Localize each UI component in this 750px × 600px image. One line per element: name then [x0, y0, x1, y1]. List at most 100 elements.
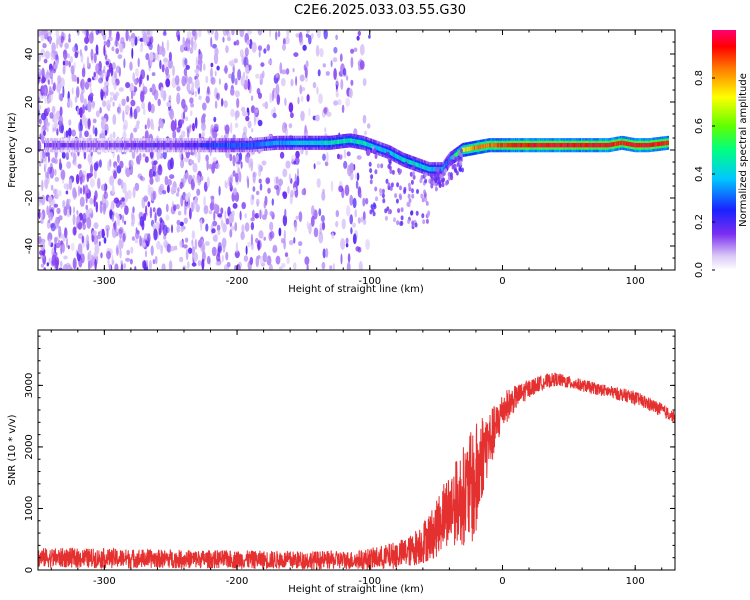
spectrogram-ridge-segment [516, 143, 519, 148]
spectrogram-ridge-segment [372, 144, 374, 149]
spectrogram-ridge-segment [401, 157, 404, 162]
spectrogram-noise-blob [247, 30, 252, 35]
spectrogram-noise-blob [91, 100, 95, 110]
x-tick-label: 0 [499, 576, 505, 587]
spectrogram-scatter-blob [393, 217, 396, 223]
spectrogram-ridge-segment [557, 143, 560, 148]
spectrogram-ridge-segment [595, 143, 598, 148]
spectrogram-noise-blob [254, 213, 260, 219]
spectrogram-ridge-segment [457, 151, 459, 156]
spectrogram-noise-blob [296, 175, 300, 186]
spectrogram-ridge-segment [194, 143, 197, 148]
spectrogram-ridge-segment [629, 142, 631, 147]
spectrogram-noise-blob [102, 203, 106, 215]
spectrogram-ridge-segment [298, 140, 301, 145]
spectrogram-noise-blob [357, 30, 361, 36]
spectrogram-ridge-segment [546, 143, 549, 148]
spectrogram-noise-blob [217, 213, 223, 218]
spectrogram-scatter-blob [412, 164, 416, 170]
spectrogram-noise-blob [115, 65, 121, 73]
spectrogram-ridge-segment [581, 143, 583, 148]
spectrogram-noise-blob [179, 44, 185, 53]
spectrogram-noise-blob [62, 65, 66, 75]
spectrogram-noise-blob [240, 231, 245, 241]
spectrogram-noise-blob [159, 217, 163, 224]
spectrogram-noise-blob [135, 123, 140, 130]
spectrogram-ridge-segment [638, 143, 641, 148]
spectrogram-noise-blob [45, 120, 49, 132]
spectrogram-noise-blob [163, 235, 167, 240]
spectrogram-ridge-segment [549, 143, 551, 148]
spectrogram-noise-blob [65, 190, 69, 195]
spectrogram-ridge-segment [359, 140, 361, 145]
spectrogram-noise-blob [95, 110, 100, 118]
spectrogram-noise-blob [67, 245, 70, 250]
spectrogram-ridge-segment [360, 140, 363, 145]
spectrogram-noise-blob [64, 227, 68, 239]
spectrogram-noise-blob [249, 158, 254, 168]
spectrogram-noise-blob [153, 228, 158, 241]
spectrogram-noise-blob [176, 92, 181, 105]
spectrogram-noise-blob [144, 130, 149, 141]
spectrogram-ridge-segment [135, 143, 137, 148]
spectrogram-noise-blob [165, 203, 169, 213]
spectrogram-noise-blob [213, 210, 216, 222]
spectrogram-ridge-segment [491, 143, 494, 148]
spectrogram-noise-blob [185, 64, 190, 70]
spectrogram-noise-blob [229, 153, 233, 162]
spectrogram-noise-blob [169, 111, 172, 118]
spectrogram-ridge-segment [464, 147, 467, 152]
spectrogram-noise-blob [234, 250, 240, 259]
spectrogram-ridge-segment [253, 142, 255, 148]
spectrogram-noise-blob [49, 68, 53, 80]
spectrogram-ridge-segment [446, 161, 448, 166]
spectrogram-ridge-segment [512, 143, 514, 148]
spectrogram-scatter-blob [454, 168, 458, 174]
spectrogram-ridge-segment [450, 156, 452, 161]
spectrogram-ridge-segment [76, 143, 79, 148]
spectrogram-ridge-segment [84, 143, 86, 148]
spectrogram-noise-blob [241, 224, 245, 234]
spectrogram-noise-blob [84, 36, 90, 44]
spectrogram-noise-blob [125, 30, 129, 42]
spectrogram-noise-blob [113, 81, 117, 91]
spectrogram-scatter-blob [414, 222, 418, 228]
spectrogram-ridge-segment [463, 147, 465, 152]
spectrogram-noise-blob [213, 203, 218, 211]
spectrogram-noise-blob [326, 151, 329, 163]
spectrogram-noise-blob [113, 70, 117, 80]
spectrogram-noise-blob [183, 68, 188, 77]
spectrogram-ridge-segment [375, 145, 378, 150]
spectrogram-noise-blob [177, 34, 181, 42]
spectrogram-noise-blob [43, 178, 49, 189]
spectrogram-ridge-segment [232, 143, 235, 148]
spectrogram-noise-blob [181, 75, 187, 87]
spectrogram-ridge-segment [291, 140, 293, 145]
spectrogram-noise-blob [338, 154, 343, 160]
spectrogram-ridge-segment [111, 143, 114, 148]
spectrogram-ridge-segment [343, 138, 345, 144]
spectrogram-noise-blob [104, 54, 108, 60]
spectrogram-ridge-segment [382, 147, 384, 153]
spectrogram-noise-blob [45, 71, 50, 77]
spectrogram-ridge-segment [84, 143, 87, 148]
spectrogram-noise-blob [186, 128, 190, 139]
spectrogram-ridge-segment [386, 149, 389, 154]
spectrogram-noise-blob [95, 30, 100, 36]
spectrogram-noise-blob [101, 228, 105, 239]
spectrogram-ridge-segment [565, 143, 567, 148]
spectrogram-ridge-segment [266, 141, 268, 146]
spectrogram-ridge-segment [607, 143, 610, 148]
spectrogram-scatter-blob [411, 188, 414, 194]
spectrogram-ridge-segment [308, 140, 311, 145]
spectrogram-noise-blob [84, 81, 90, 90]
spectrogram-noise-blob [184, 207, 187, 216]
spectrogram-noise-blob [279, 151, 285, 159]
spectrogram-noise-blob [46, 205, 49, 216]
spectrogram-ridge-segment [171, 143, 173, 148]
spectrogram-noise-blob [203, 63, 206, 71]
spectrogram-noise-blob [187, 76, 193, 84]
spectrogram-ridge-segment [568, 143, 571, 148]
spectrogram-ridge-segment [471, 146, 473, 151]
spectrogram-ridge-segment [99, 143, 102, 148]
